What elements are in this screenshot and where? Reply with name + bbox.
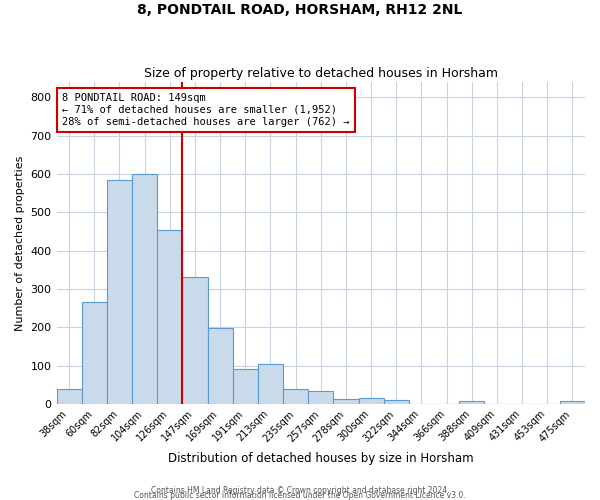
Bar [383, 400, 409, 404]
Bar [233, 370, 258, 404]
Y-axis label: Number of detached properties: Number of detached properties [15, 155, 25, 330]
Bar [107, 180, 132, 404]
Bar [132, 174, 157, 404]
Text: 8, PONDTAIL ROAD, HORSHAM, RH12 2NL: 8, PONDTAIL ROAD, HORSHAM, RH12 2NL [137, 2, 463, 16]
Bar [359, 398, 383, 404]
Bar [283, 389, 308, 404]
Title: Size of property relative to detached houses in Horsham: Size of property relative to detached ho… [144, 66, 498, 80]
Bar [459, 400, 484, 404]
X-axis label: Distribution of detached houses by size in Horsham: Distribution of detached houses by size … [168, 452, 473, 465]
Bar [82, 302, 107, 404]
Bar [258, 364, 283, 404]
Bar [308, 391, 334, 404]
Bar [56, 389, 82, 404]
Bar [182, 278, 208, 404]
Text: Contains HM Land Registry data © Crown copyright and database right 2024.: Contains HM Land Registry data © Crown c… [151, 486, 449, 495]
Text: Contains public sector information licensed under the Open Government Licence v3: Contains public sector information licen… [134, 490, 466, 500]
Bar [560, 400, 585, 404]
Bar [334, 399, 359, 404]
Bar [157, 230, 182, 404]
Text: 8 PONDTAIL ROAD: 149sqm
← 71% of detached houses are smaller (1,952)
28% of semi: 8 PONDTAIL ROAD: 149sqm ← 71% of detache… [62, 94, 349, 126]
Bar [208, 328, 233, 404]
